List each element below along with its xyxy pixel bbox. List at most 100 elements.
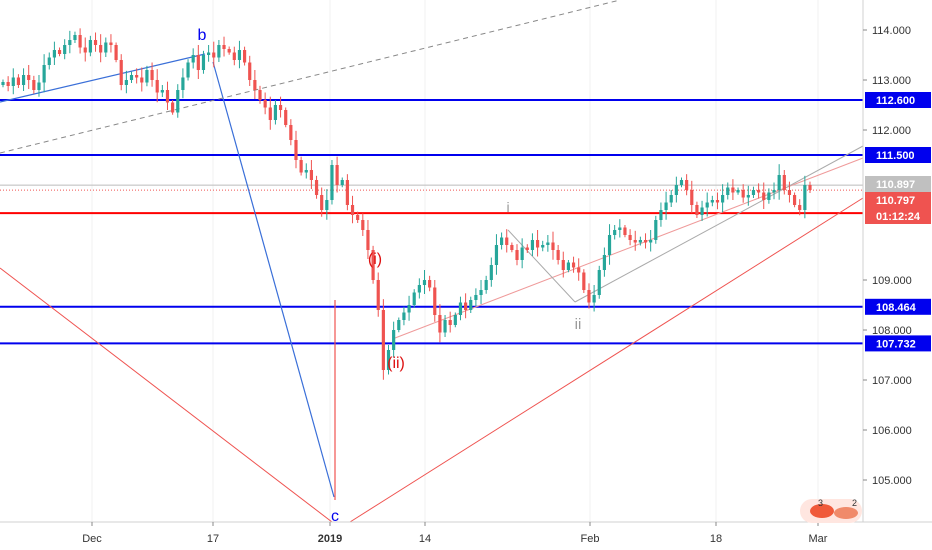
candle-body: [232, 52, 236, 60]
candle-body: [129, 75, 134, 80]
candle-body: [1, 82, 5, 85]
candle-body: [150, 70, 154, 80]
candle-body: [489, 265, 493, 280]
candle-body: [535, 240, 540, 248]
candle-body: [736, 190, 740, 193]
candle-body: [381, 310, 385, 370]
candle-body: [109, 42, 113, 45]
candle-body: [623, 227, 627, 235]
candle-body: [160, 90, 164, 93]
candle-body: [299, 160, 303, 173]
candle-body: [11, 77, 15, 86]
candle-body: [510, 245, 514, 250]
candle-body: [217, 45, 221, 58]
level-badge-label: 108.464: [876, 302, 917, 314]
candle-body: [155, 80, 159, 93]
candle-body: [438, 315, 442, 333]
candle-body: [669, 195, 673, 203]
candle-body: [582, 272, 586, 290]
candle-body: [47, 57, 51, 65]
candle-body: [690, 190, 694, 205]
candle-body: [140, 77, 144, 83]
y-tick-label: 107.000: [872, 375, 912, 387]
candle-body: [469, 300, 473, 310]
candle-body: [366, 230, 370, 250]
candle-body: [171, 102, 175, 113]
candle-body: [93, 40, 98, 45]
candle-body: [695, 205, 699, 215]
candle-body: [165, 90, 170, 103]
candle-body: [613, 230, 617, 235]
candle-body: [762, 192, 766, 200]
trendline: [212, 61, 335, 498]
x-tick-label: 2019: [318, 533, 342, 545]
candle-body: [304, 170, 308, 173]
candle-body: [633, 240, 637, 243]
price-axis[interactable]: 114.000 113.000 112.000 109.000 108.000 107.0…: [863, 25, 912, 487]
wave-label: c: [331, 508, 339, 525]
candle-body: [479, 290, 483, 295]
candle-body: [309, 170, 314, 180]
candle-body: [571, 262, 576, 268]
candle-body: [592, 295, 596, 303]
x-tick-label: Mar: [809, 533, 828, 545]
trendline: [507, 229, 576, 303]
candle-body: [63, 45, 67, 54]
wave-label: (ii): [387, 355, 405, 372]
candle-body: [654, 220, 658, 240]
candle-body: [494, 245, 499, 265]
wave-label: b: [198, 27, 207, 44]
candle-body: [181, 77, 185, 90]
wave-label: i: [506, 199, 509, 215]
candle-body: [731, 187, 735, 193]
candle-body: [721, 195, 725, 203]
candle-body: [176, 90, 180, 113]
candle-body: [191, 55, 195, 63]
candle-body: [597, 270, 601, 295]
candle-body: [386, 350, 391, 370]
price-badge-label: 110.897: [876, 179, 915, 191]
candle-body: [124, 80, 128, 85]
y-tick-label: 114.000: [872, 25, 911, 37]
candle-body: [710, 200, 714, 203]
candles: [1, 28, 812, 500]
candle-body: [21, 75, 26, 85]
candle-body: [371, 250, 375, 280]
candle-body: [83, 47, 87, 53]
candle-body: [212, 52, 216, 58]
candle-body: [798, 205, 802, 210]
candle-body: [114, 45, 118, 60]
candle-body: [196, 55, 200, 70]
candle-body: [335, 165, 339, 185]
candle-body: [340, 180, 344, 185]
candle-body: [407, 305, 411, 313]
level-badge-label: 107.732: [876, 338, 916, 350]
wave-label: ii: [575, 316, 582, 333]
price-badge-label: 110.797: [876, 195, 915, 207]
candle-body: [207, 52, 211, 55]
candle-body: [417, 285, 421, 293]
candle-body: [546, 242, 550, 245]
y-tick-label: 106.000: [872, 425, 912, 437]
y-tick-label: 105.000: [872, 475, 912, 487]
candle-body: [402, 312, 406, 320]
candle-body: [448, 320, 452, 325]
y-tick-label: 112.000: [872, 125, 911, 137]
candle-body: [741, 190, 745, 198]
candle-body: [135, 75, 139, 78]
candle-body: [505, 237, 509, 245]
candle-body: [607, 235, 612, 255]
candle-body: [248, 62, 252, 80]
trendline: [349, 197, 864, 523]
time-axis[interactable]: Dec 17 2019 14 Feb 18 Mar: [82, 522, 828, 545]
candle-body: [289, 125, 293, 140]
wave-labels: bc(i)(ii)iii: [198, 27, 582, 525]
candle-body: [792, 195, 797, 205]
candle-body: [78, 35, 82, 48]
candle-body: [104, 42, 108, 53]
x-tick-label: Feb: [581, 533, 600, 545]
candle-body: [638, 240, 642, 243]
